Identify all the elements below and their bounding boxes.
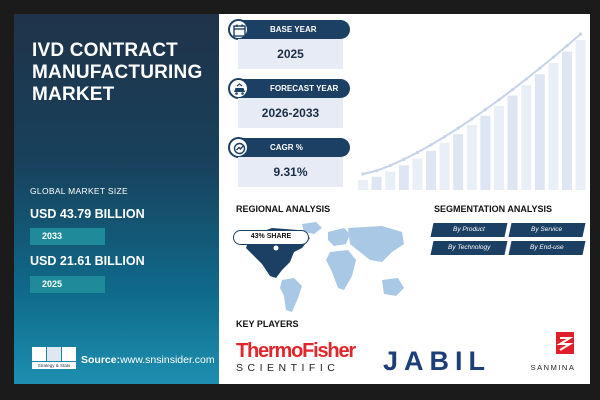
global-market-size-label: GLOBAL MARKET SIZE bbox=[30, 186, 128, 196]
decorative-trend-dot bbox=[375, 169, 379, 173]
decorative-bar bbox=[385, 171, 396, 190]
decorative-bar bbox=[398, 165, 409, 190]
decorative-growth-bars bbox=[358, 32, 586, 191]
decorative-bar bbox=[358, 180, 368, 190]
decorative-bar bbox=[371, 176, 382, 190]
jabil-logo: JABIL bbox=[383, 346, 492, 376]
segmentation-analysis-title: SEGMENTATION ANALYSIS bbox=[434, 204, 553, 214]
calendar-icon bbox=[228, 19, 249, 40]
decorative-trend-dot bbox=[579, 32, 583, 36]
decorative-trend-dot bbox=[565, 44, 569, 48]
cagr-value: 9.31% bbox=[238, 157, 343, 187]
decorative-trend-dot bbox=[538, 66, 542, 70]
forecast-year-value: 2026-2033 bbox=[238, 98, 343, 128]
decorative-bar bbox=[494, 105, 504, 190]
market-year-2025: 2025 bbox=[30, 276, 105, 293]
growth-gauge-icon bbox=[228, 137, 249, 158]
decorative-bar bbox=[466, 125, 477, 190]
cagr-label: CAGR % bbox=[230, 138, 350, 157]
base-year-label: BASE YEAR bbox=[230, 20, 350, 39]
base-year-value: 2025 bbox=[238, 39, 343, 69]
africa-region bbox=[326, 250, 356, 290]
forecast-year-label: FORECAST YEAR bbox=[230, 79, 350, 98]
source-url: www.snsinsider.com bbox=[120, 354, 215, 366]
decorative-bar bbox=[575, 40, 586, 190]
segment-by-service: By Service bbox=[508, 223, 586, 237]
decorative-bar bbox=[507, 95, 518, 190]
infographic: IVD CONTRACT MANUFACTURING MARKET GLOBAL… bbox=[14, 14, 590, 384]
europe-region bbox=[328, 228, 350, 246]
australia-region bbox=[382, 278, 404, 296]
forecast-car-icon bbox=[228, 78, 249, 99]
asia-region bbox=[348, 226, 404, 262]
market-value-2025: USD 21.61 BILLION bbox=[30, 254, 145, 268]
decorative-trend-dot bbox=[524, 77, 528, 81]
decorative-trend-dot bbox=[470, 117, 474, 121]
logo-tagline: Strategy & Stats bbox=[32, 362, 76, 369]
decorative-trend-dot bbox=[388, 163, 392, 168]
sanmina-name: SANMINA bbox=[530, 363, 576, 372]
thermo-fisher-subtitle: SCIENTIFIC bbox=[236, 362, 340, 374]
decorative-trend-dot bbox=[361, 172, 365, 176]
decorative-bar bbox=[548, 63, 559, 191]
segment-by-end-use: By End-use bbox=[508, 241, 586, 255]
decorative-bar bbox=[453, 134, 464, 190]
decorative-bar bbox=[534, 74, 545, 190]
decorative-trend-dot bbox=[429, 143, 433, 147]
segment-by-technology: By Technology bbox=[430, 241, 508, 255]
regional-share-badge: 43% SHARE bbox=[233, 230, 309, 245]
map-pin-icon bbox=[273, 245, 279, 251]
report-title: IVD CONTRACT MANUFACTURING MARKET bbox=[32, 40, 203, 105]
decorative-bar bbox=[439, 142, 450, 190]
market-year-2033: 2033 bbox=[30, 228, 105, 245]
segment-by-product: By Product bbox=[430, 223, 508, 237]
decorative-trend-dot bbox=[415, 150, 419, 155]
decorative-bar bbox=[412, 158, 423, 190]
left-panel: IVD CONTRACT MANUFACTURING MARKET GLOBAL… bbox=[14, 14, 219, 384]
thermo-fisher-name: ThermoFisher bbox=[236, 340, 356, 362]
decorative-bar bbox=[426, 150, 436, 190]
decorative-bar bbox=[521, 85, 532, 190]
decorative-trend-dot bbox=[551, 55, 555, 59]
source-text: Source:www.snsinsider.com bbox=[81, 354, 215, 366]
thermo-fisher-logo: ThermoFisher SCIENTIFIC bbox=[236, 341, 366, 375]
decorative-trend-dot bbox=[456, 126, 460, 130]
decorative-trend-dot bbox=[497, 98, 501, 102]
south-america-region bbox=[280, 278, 302, 312]
decorative-bar bbox=[480, 115, 491, 190]
sanmina-mark-icon bbox=[556, 332, 574, 354]
decorative-bar bbox=[562, 51, 572, 190]
key-players-title: KEY PLAYERS bbox=[236, 319, 299, 329]
sns-insider-logo: Strategy & Stats bbox=[32, 347, 76, 369]
decorative-trend-dot bbox=[483, 108, 487, 112]
market-value-2033: USD 43.79 BILLION bbox=[30, 207, 145, 221]
decorative-trend-dot bbox=[511, 87, 515, 92]
greenland-region bbox=[302, 222, 322, 234]
regional-analysis-title: REGIONAL ANALYSIS bbox=[236, 204, 331, 214]
decorative-trend-dot bbox=[443, 135, 447, 139]
decorative-trend-dot bbox=[402, 157, 406, 161]
source-label: Source: bbox=[81, 354, 121, 366]
sanmina-logo: SANMINA bbox=[520, 332, 586, 378]
